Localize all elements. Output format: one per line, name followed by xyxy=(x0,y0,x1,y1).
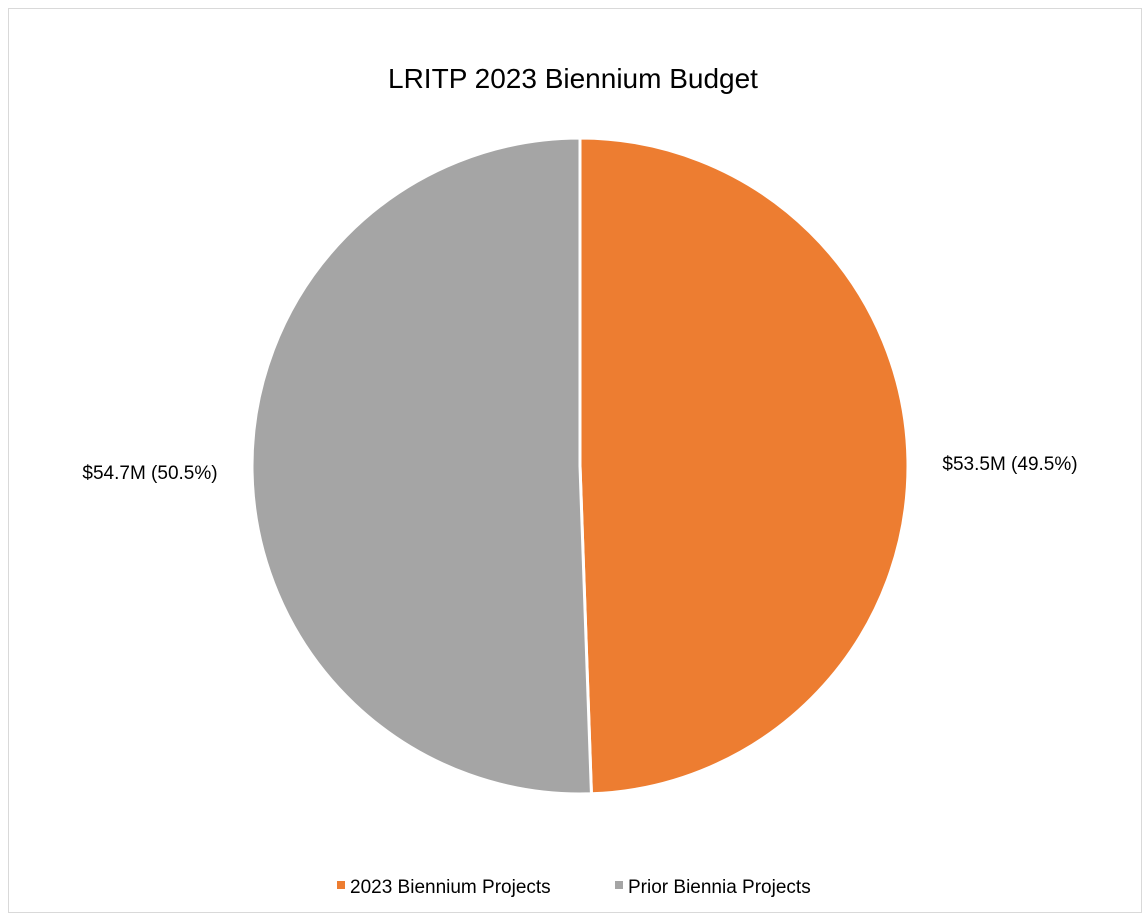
data-label-2023-biennium: $53.5M (49.5%) xyxy=(942,454,1077,475)
pie-slice-prior-biennia xyxy=(250,136,593,796)
pie-slices xyxy=(250,136,910,796)
legend-swatch-prior-biennia xyxy=(615,881,623,889)
chart-title: LRITP 2023 Biennium Budget xyxy=(388,63,758,94)
legend-label-prior-biennia: Prior Biennia Projects xyxy=(628,877,811,898)
legend-swatch-2023-biennium xyxy=(337,881,345,889)
pie-slice-2023-biennium xyxy=(578,136,910,796)
legend: 2023 Biennium Projects Prior Biennia Pro… xyxy=(337,877,811,898)
data-label-prior-biennia: $54.7M (50.5%) xyxy=(82,463,217,484)
legend-label-2023-biennium: 2023 Biennium Projects xyxy=(350,877,551,898)
